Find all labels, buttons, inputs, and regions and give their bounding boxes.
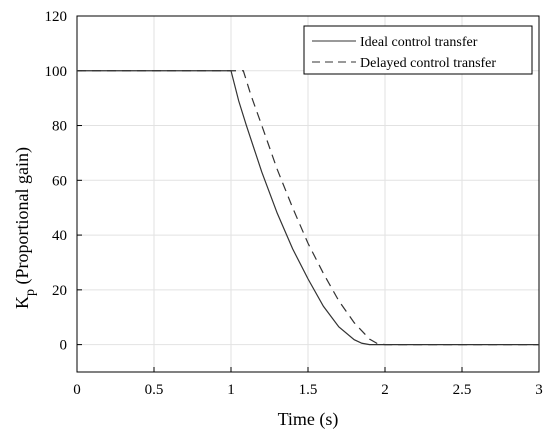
x-tick-label: 1 [227,382,235,398]
y-tick-label: 100 [45,64,68,80]
legend-box [303,25,533,75]
legend-label-delayed: Delayed control transfer [360,56,496,71]
y-axis-title-main: K [12,296,32,309]
y-tick-label: 60 [52,173,67,189]
x-tick-label: 2 [381,382,389,398]
y-tick-label: 0 [60,338,68,354]
series-lines [77,70,539,346]
y-axis-title: Kp (Proportional gain) [12,147,38,309]
y-tick-label: 80 [52,119,67,135]
x-tick-label: 3 [535,382,543,398]
y-axis-title-rest: (Proportional gain) [12,147,33,289]
x-tick-label: 1.5 [299,382,318,398]
y-axis-title-subscript: p [23,289,38,296]
y-tick-label: 40 [52,228,67,244]
legend: Ideal control transfer Delayed control t… [303,25,533,75]
x-tick-label: 0.5 [145,382,164,398]
x-axis-title: Time (s) [278,409,339,430]
x-tick-label: 2.5 [453,382,472,398]
axis-ticks: 0 0.5 1 1.5 2 2.5 3 0 20 40 60 80 100 120 [45,9,543,398]
x-tick-label: 0 [73,382,81,398]
series-line-delayed [77,70,539,346]
y-tick-label: 20 [52,283,67,299]
legend-label-ideal: Ideal control transfer [360,35,478,50]
y-tick-label: 120 [45,9,68,25]
series-line-ideal [77,70,539,346]
